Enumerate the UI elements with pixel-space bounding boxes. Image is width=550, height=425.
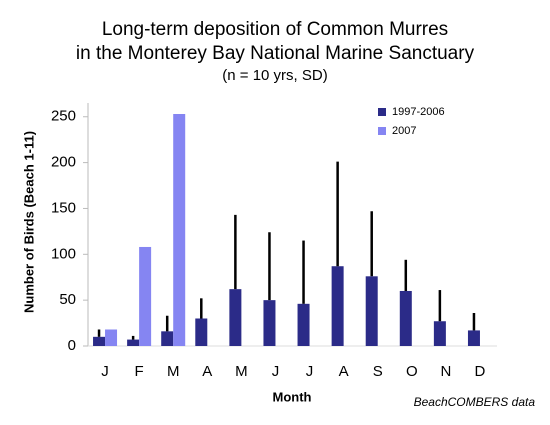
bar	[263, 300, 276, 346]
y-tick-label: 150	[51, 199, 76, 216]
y-tick-label: 200	[51, 154, 76, 171]
bar	[433, 321, 446, 346]
x-tick-label: J	[272, 363, 280, 380]
legend-label: 1997-2006	[392, 106, 445, 118]
y-tick-label: 0	[68, 337, 76, 354]
bar	[93, 336, 106, 346]
x-tick-label: N	[440, 363, 451, 380]
bar	[173, 114, 186, 346]
x-tick-label: D	[475, 363, 486, 380]
bar	[105, 329, 118, 346]
chart-title: Long-term deposition of Common Murres	[102, 19, 448, 40]
bar	[297, 303, 310, 346]
bar	[399, 290, 412, 346]
x-tick-label: M	[167, 363, 180, 380]
legend-swatch	[378, 108, 386, 116]
bar	[161, 331, 174, 346]
chart-title: in the Monterey Bay National Marine Sanc…	[76, 43, 475, 64]
chart-subtitle: (n = 10 yrs, SD)	[222, 67, 327, 84]
x-tick-label: J	[306, 363, 314, 380]
legend-label: 2007	[392, 125, 416, 137]
bar	[365, 276, 378, 346]
bar	[331, 266, 344, 346]
legend-swatch	[378, 127, 386, 135]
bar	[195, 318, 208, 346]
x-tick-label: O	[406, 363, 418, 380]
bar	[139, 246, 152, 346]
x-axis-label: Month	[273, 389, 312, 404]
x-tick-label: A	[202, 363, 212, 380]
x-tick-label: J	[101, 363, 109, 380]
bar	[467, 330, 480, 346]
y-tick-label: 50	[59, 291, 76, 308]
annotation: BeachCOMBERS data	[414, 395, 536, 409]
y-axis-label: Number of Birds (Beach 1-11)	[21, 131, 36, 313]
y-tick-label: 250	[51, 108, 76, 125]
x-tick-label: F	[135, 363, 144, 380]
x-tick-label: A	[339, 363, 349, 380]
y-tick-label: 100	[51, 245, 76, 262]
x-tick-label: M	[235, 363, 248, 380]
x-tick-label: S	[373, 363, 383, 380]
bar	[127, 339, 140, 346]
bar	[229, 289, 242, 346]
